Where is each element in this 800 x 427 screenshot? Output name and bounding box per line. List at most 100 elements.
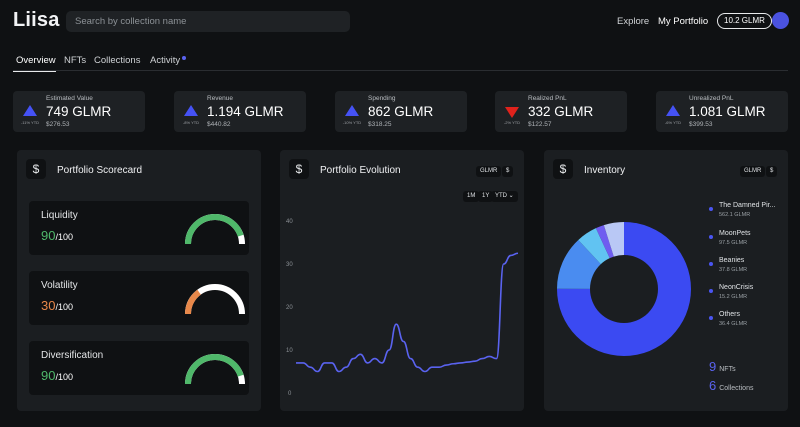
user-avatar[interactable] [772,12,789,29]
range-1m-button[interactable]: 1M [463,191,480,202]
stat-usd-value: $440.82 [207,121,231,128]
y-tick-label: 20 [286,305,293,311]
legend-dot [709,316,713,320]
legend-value: 15.2 GLMR [719,294,748,300]
stat-card-unrealized-pnl: -6% YTD Unrealized PnL 1.081 GLMR $399.5… [656,91,788,132]
legend-dot [709,235,713,239]
score-label: Liquidity [41,210,78,221]
stat-usd-value: $399.53 [689,121,713,128]
score-value: 90/100 [41,228,73,243]
stat-value: 332 GLMR [528,104,594,119]
donut-slice[interactable] [603,222,624,257]
currency-toggle-glmr[interactable]: GLMR [476,166,502,177]
legend-dot [709,289,713,293]
app-logo[interactable]: Liisa [13,9,60,31]
dollar-icon: $ [553,159,573,179]
stat-change: -2% YTD [503,120,521,125]
legend-value: 97.5 GLMR [719,240,748,246]
score-number: 90 [41,368,56,383]
portfolio-scorecard-panel: $ Portfolio Scorecard Liquidity 90/100 V… [17,150,261,411]
stat-card-spending: -10% YTD Spending 862 GLMR $318.25 [335,91,467,132]
currency-toggle-usd[interactable]: $ [502,166,514,177]
panel-title: Inventory [584,165,626,176]
donut-slice[interactable] [595,225,614,259]
score-max: /100 [55,372,73,382]
stat-usd-value: $276.53 [46,121,70,128]
score-label: Volatility [41,280,78,291]
stat-value: 749 GLMR [46,104,112,119]
volatility-gauge [185,284,245,315]
stat-value: 862 GLMR [368,104,434,119]
panel-title: Portfolio Evolution [320,165,401,176]
score-number: 90 [41,228,56,243]
score-card-liquidity: Liquidity 90/100 [29,201,249,255]
dollar-icon: $ [289,159,309,179]
stat-label: Realized PnL [528,95,567,102]
legend-name: MoonPets [719,230,751,237]
legend-name: Beanies [719,257,745,264]
panel-title: Portfolio Scorecard [57,165,143,176]
chevron-down-icon: ⌄ [508,193,514,199]
stat-label: Estimated Value [46,95,93,102]
stat-change: -6% YTD [664,120,682,125]
stat-change: -10% YTD [342,120,362,125]
stat-change: -11% YTD [20,120,40,125]
donut-slice[interactable] [578,228,610,265]
trend-up-icon [23,105,37,116]
trend-up-icon [184,105,198,116]
range-ytd-dropdown[interactable]: YTD ⌄ [491,191,518,202]
y-tick-label: 30 [286,262,293,268]
portfolio-value-line [296,252,519,373]
collection-count-number: 6 [709,378,717,393]
currency-toggle-usd[interactable]: $ [766,166,778,177]
inventory-donut-chart [557,222,691,356]
legend-dot [709,262,713,266]
legend-dot [709,207,713,211]
stat-label: Revenue [207,95,234,102]
stat-usd-value: $122.57 [528,121,552,128]
tab-activity[interactable]: Activity [150,55,181,66]
donut-slice[interactable] [557,239,601,289]
gauge-fill [185,289,202,315]
score-card-volatility: Volatility 30/100 [29,271,249,325]
tab-collections[interactable]: Collections [94,55,141,66]
nav-explore-link[interactable]: Explore [617,16,650,27]
tab-nfts[interactable]: NFTs [64,55,87,66]
diversification-gauge [185,354,245,385]
legend-value: 36.4 GLMR [719,321,748,327]
search-input[interactable]: Search by collection name [66,11,350,32]
currency-toggle-glmr[interactable]: GLMR [740,166,766,177]
top-bar: Liisa Search by collection name Explore … [0,0,800,42]
stat-usd-value: $318.25 [368,121,392,128]
stat-card-realized-pnl: -2% YTD Realized PnL 332 GLMR $122.57 [495,91,627,132]
nft-count-label: NFTs [719,366,736,373]
trend-up-icon [345,105,359,116]
inventory-panel: $ Inventory GLMR $ The Damned Pir... 562… [544,150,788,411]
liquidity-gauge [185,214,245,245]
score-value: 30/100 [41,298,73,313]
wallet-balance-badge[interactable]: 10.2 GLMR [717,13,772,29]
nft-count-number: 9 [709,359,717,374]
range-1y-button[interactable]: 1Y [478,191,494,202]
gauge-fill [185,354,244,385]
trend-down-icon [505,107,519,118]
donut-slice[interactable] [557,222,691,356]
tab-overview[interactable]: Overview [16,55,56,66]
legend-name: NeonCrisis [719,284,754,291]
trend-up-icon [666,105,680,116]
y-tick-label: 0 [288,391,292,397]
score-number: 30 [41,298,56,313]
nav-my-portfolio-link[interactable]: My Portfolio [658,16,709,27]
collection-count-label: Collections [719,385,754,392]
score-max: /100 [55,232,73,242]
score-label: Diversification [41,350,104,361]
stat-value: 1.194 GLMR [207,104,284,119]
stat-value: 1.081 GLMR [689,104,766,119]
portfolio-evolution-chart: 40 30 20 10 0 [286,219,519,397]
score-card-diversification: Diversification 90/100 [29,341,249,395]
legend-value: 562.1 GLMR [719,212,751,218]
portfolio-evolution-panel: $ Portfolio Evolution GLMR $ 1M 1Y YTD ⌄… [280,150,524,411]
tabs-divider [13,70,788,71]
y-tick-label: 10 [286,348,293,354]
stat-card-estimated-value: -11% YTD Estimated Value 749 GLMR $276.5… [13,91,145,132]
